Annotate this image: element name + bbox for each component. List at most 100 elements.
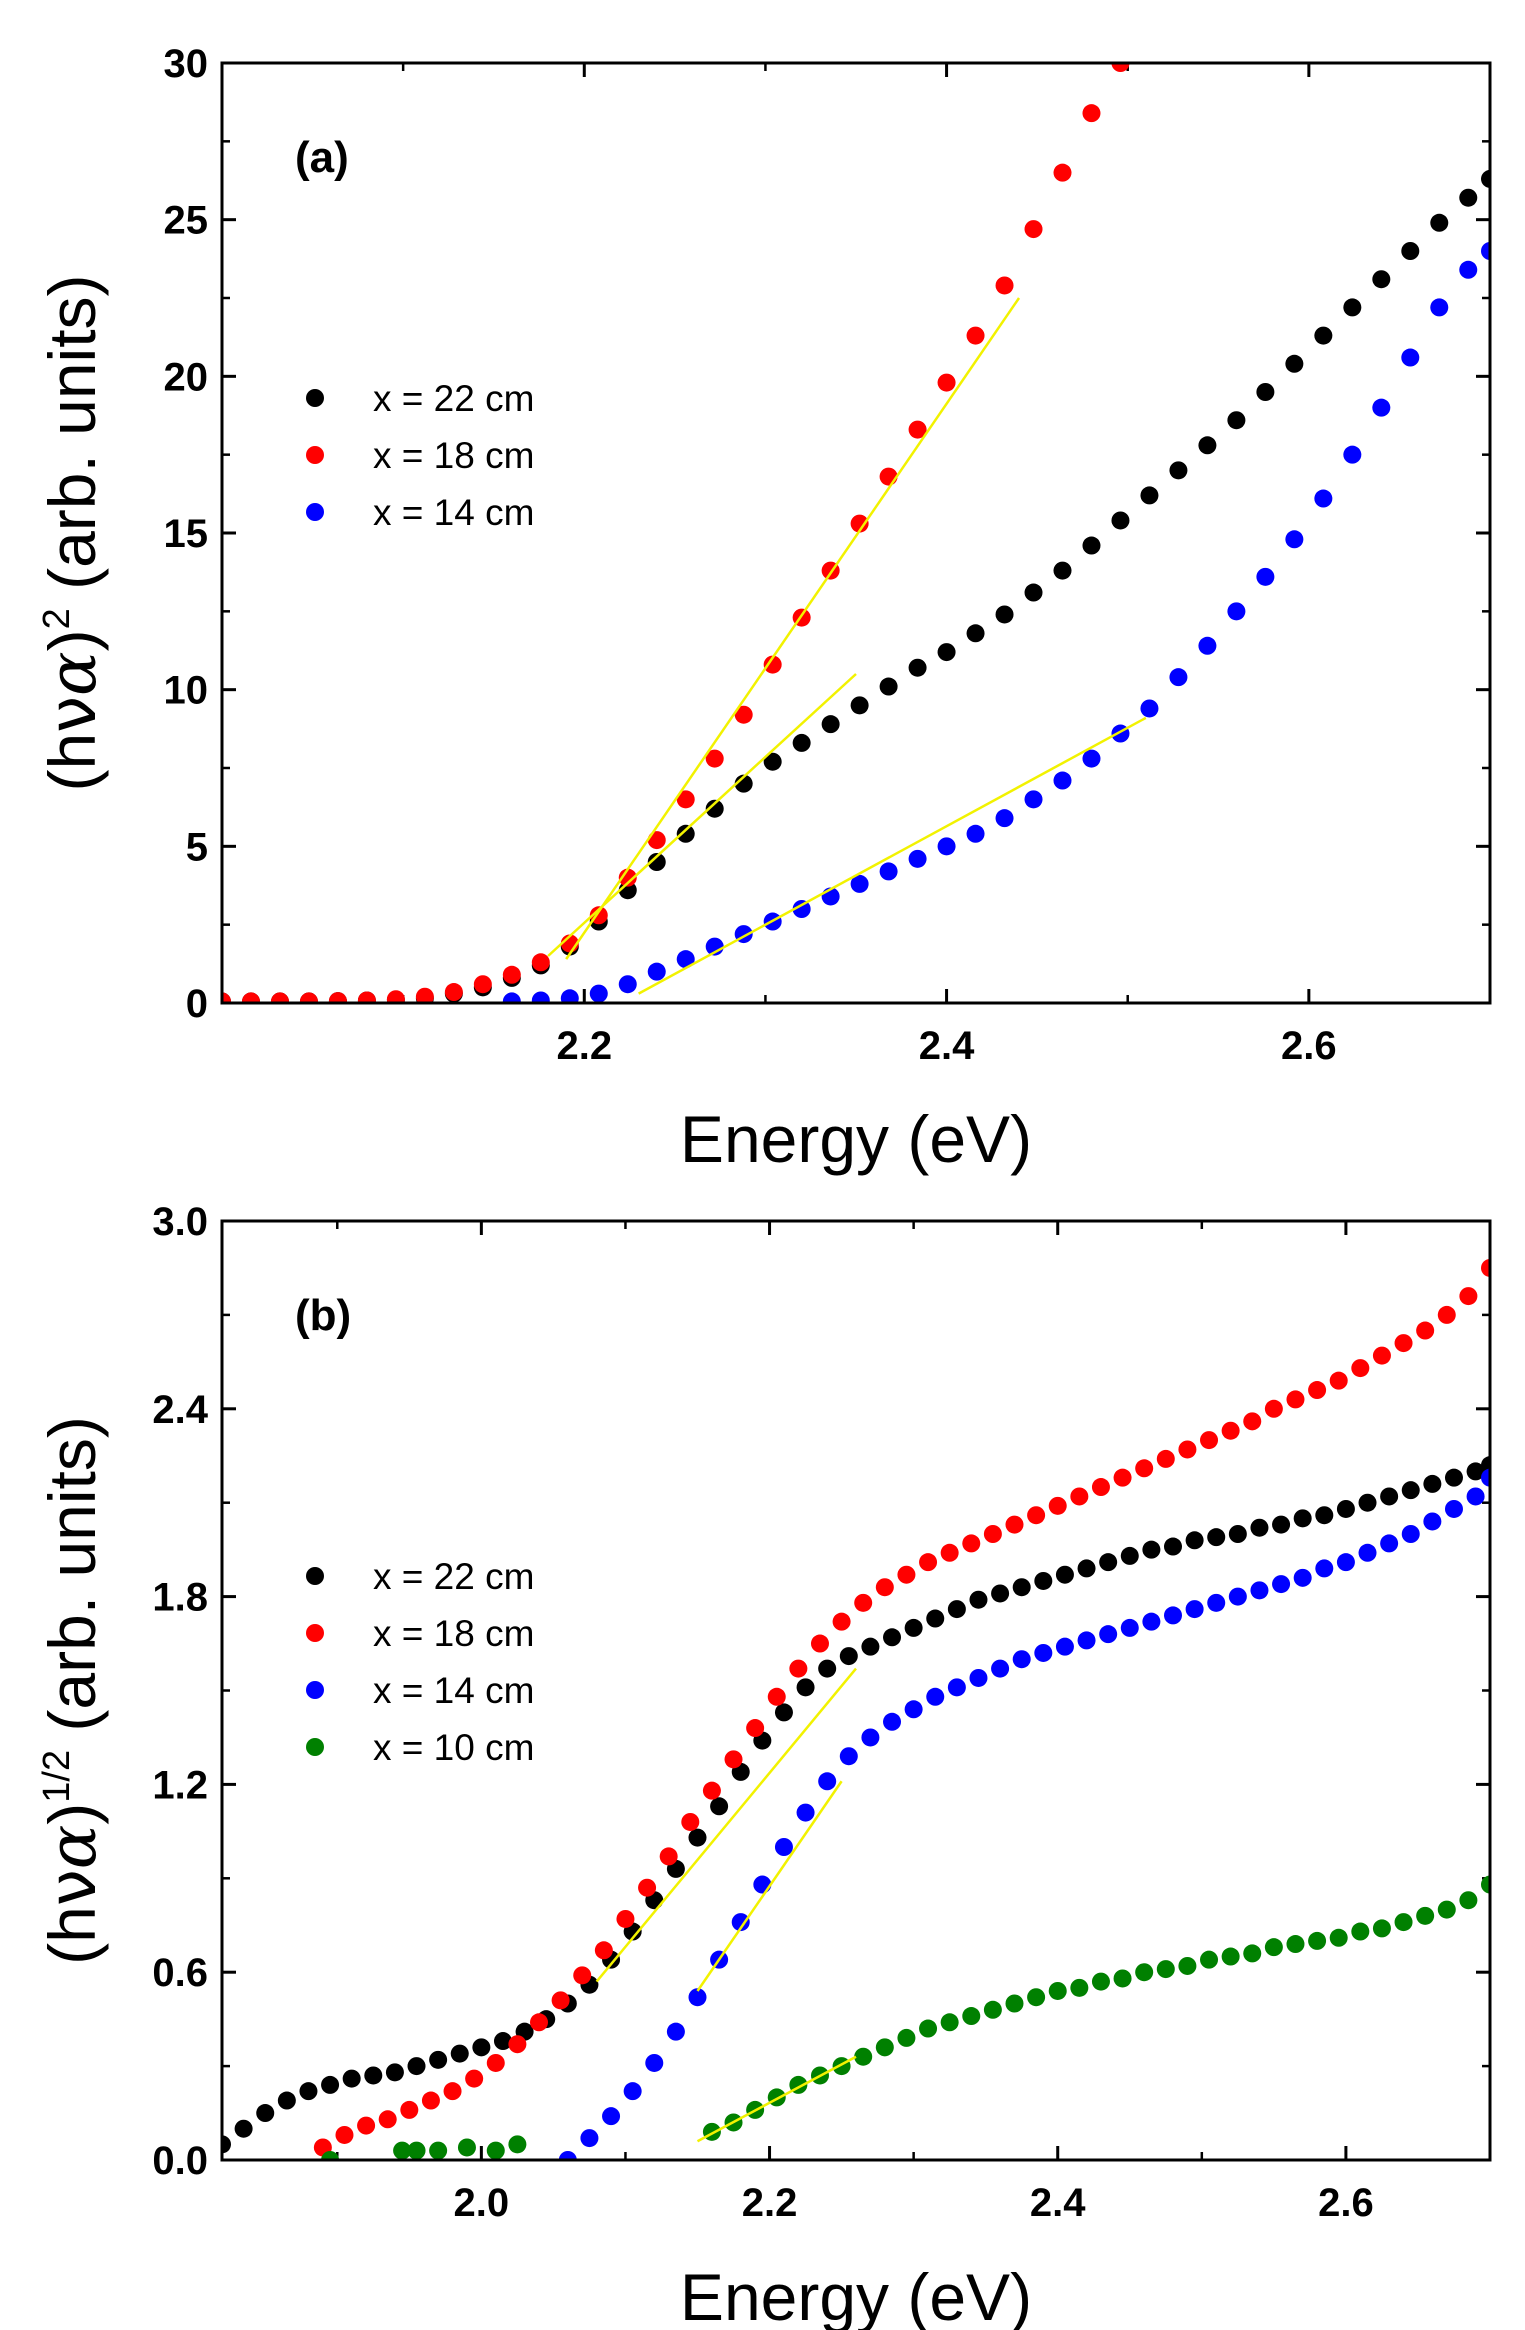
panel-b-data-point [400, 2100, 419, 2119]
panel-b-data-point [465, 2069, 484, 2088]
panel-b-data-point [904, 1618, 923, 1637]
panel-b-legend-entry: x = 10 cm [373, 1727, 534, 1768]
panel-a-y-tick-label: 0 [186, 982, 208, 1026]
panel-b-data-point [883, 1712, 902, 1731]
panel-a-data-point [879, 467, 898, 486]
panel-a-fit-line [547, 673, 857, 957]
panel-a-legend-marker [306, 389, 324, 407]
panel-b-legend-entry: x = 18 cm [373, 1613, 534, 1654]
panel-a-legend-marker [306, 446, 324, 464]
panel-b-data-point [875, 1578, 894, 1597]
panel-a-data-point [473, 975, 492, 994]
panel-b-data-point [407, 2057, 426, 2076]
panel-b-data-point [1178, 1440, 1197, 1459]
panel-b-data-point [335, 2125, 354, 2144]
panel-b-data-point [1286, 1935, 1305, 1954]
panel-b-data-point [1077, 1559, 1096, 1578]
panel-b-data-point [1005, 1994, 1024, 2013]
panel-b-data-point [1200, 1950, 1219, 1969]
panel-b-data-point [1164, 1606, 1182, 1625]
panel-a-data-point [937, 373, 956, 392]
panel-b-data-point [321, 2151, 340, 2160]
panel-a-data-point [1024, 583, 1043, 602]
panel-b-y-tick-label: 3.0 [152, 1200, 208, 1244]
panel-a-data-point [1430, 298, 1449, 317]
panel-b-data-point [1293, 1568, 1312, 1587]
panel-b-data-point [1329, 1928, 1348, 1947]
panel-b-data-point [897, 1565, 916, 1584]
panel-b-x-axis-title: Energy (eV) [680, 2260, 1032, 2330]
panel-b-data-point [256, 2104, 275, 2123]
panel-b-data-point [1221, 1421, 1240, 1440]
panel-a-plot-frame [220, 61, 1492, 1005]
panel-b-data-point [883, 1628, 902, 1647]
panel-b-data-point [1272, 1575, 1291, 1594]
panel-b-data-point [1034, 1643, 1053, 1662]
panel-a-data-point [763, 752, 782, 771]
panel-b-data-point [1481, 1875, 1490, 1894]
panel-a-data-point [386, 990, 405, 1003]
panel-b-data-point [342, 2069, 361, 2088]
panel-b-y-title-prefix: (h [35, 1906, 109, 1965]
panel-b-data-point [1293, 1509, 1312, 1528]
panel-b-x-tick-label: 2.0 [454, 2181, 510, 2225]
panel-a-data-point [1169, 668, 1188, 687]
panel-b-data-point [1380, 1534, 1399, 1553]
panel-b-data-point [1466, 1462, 1485, 1481]
panel-a-data-point [792, 900, 811, 918]
panel-a-y-title-units: (arb. units) [35, 274, 109, 608]
panel-b-data-point [1207, 1593, 1226, 1612]
panel-b-data-point [796, 1803, 815, 1822]
panel-b-data-point [407, 2141, 426, 2160]
panel-b-data-point [1444, 1468, 1463, 1487]
panel-a-data-point [705, 799, 724, 818]
panel-b-data-point [594, 1941, 613, 1960]
panel-b-data-point [875, 2038, 894, 2057]
panel-b-data-point [573, 1966, 592, 1985]
panel-b-data-point [940, 1543, 959, 1562]
panel-a-data-point [1227, 411, 1246, 430]
panel-a-data-point [1285, 530, 1304, 549]
panel-b-data-point [1099, 1625, 1118, 1644]
panel-b-data-point [1243, 1412, 1262, 1431]
panel-b-data-point [457, 2138, 476, 2157]
panel-b-data-point [962, 1534, 981, 1553]
panel-a-data-point [270, 992, 289, 1003]
panel-b-y-tick-label: 1.2 [152, 1763, 208, 1807]
panel-a-data-point [676, 950, 695, 969]
panel-b-y-title-exponent: 1/2 [36, 1750, 78, 1803]
panel-b-legend-entry: x = 14 cm [373, 1670, 534, 1711]
panel-b-data-point [1091, 1478, 1110, 1497]
panel-b-fit-line [696, 2055, 857, 2143]
panel-b-data-point [1423, 1474, 1442, 1493]
panel-b-data-point [234, 2119, 253, 2138]
panel-a-data-point [763, 655, 782, 674]
panel-b-data-point [659, 1847, 678, 1866]
panel-b-data-point [897, 2028, 916, 2047]
panel-b-data-point [1459, 1891, 1478, 1910]
panel-b-data-point [1091, 1972, 1110, 1991]
panel-a-data-point [792, 733, 811, 752]
panel-b-y-title-suffix: ) [35, 1803, 109, 1825]
panel-b-legend-entry: x = 22 cm [373, 1556, 534, 1597]
panel-b-data-point [991, 1584, 1010, 1603]
panel-a-fit-line [565, 297, 1021, 960]
panel-a-data-point [995, 605, 1014, 624]
panel-b-data-point [421, 2091, 440, 2110]
panel-b-y-axis-title: (hνα)1/2 (arb. units) [34, 1416, 111, 1965]
panel-a-x-tick-label: 2.6 [1281, 1024, 1337, 1068]
panel-b-data-point [638, 1878, 657, 1897]
panel-b-y-tick-label: 0.0 [152, 2139, 208, 2183]
panel-b-data-point [1315, 1559, 1334, 1578]
panel-b-data-point [1459, 1287, 1478, 1306]
panel-b-data-point [1416, 1906, 1435, 1925]
panel-a-data-point [995, 276, 1014, 295]
panel-a-y-tick-label: 10 [164, 669, 209, 713]
panel-b-data-point [1286, 1390, 1305, 1409]
panel-b-data-point [1372, 1919, 1391, 1938]
panel-b-data-point [378, 2110, 397, 2129]
panel-b-data-point [1336, 1499, 1355, 1518]
panel-b-data-point [767, 1687, 786, 1706]
panel-a-data-point [1256, 567, 1275, 586]
panel-a-data-point [1285, 354, 1304, 373]
